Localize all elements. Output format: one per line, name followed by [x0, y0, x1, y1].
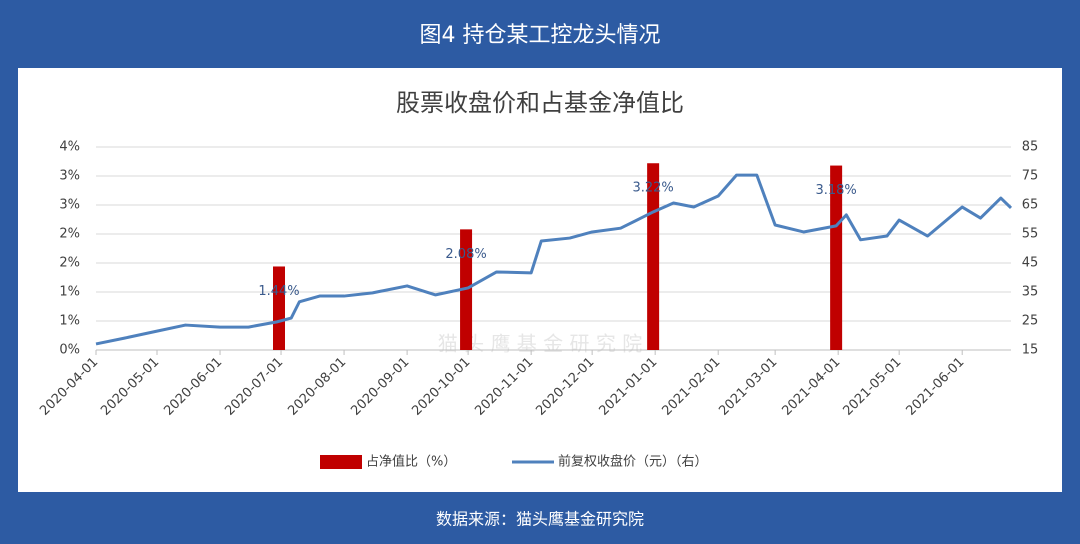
data-label: 3.18% — [815, 183, 856, 198]
y2-tick-label: 75 — [1022, 169, 1039, 184]
legend-label: 前复权收盘价（元）（右） — [558, 454, 708, 470]
y2-tick-label: 15 — [1022, 343, 1039, 358]
y2-tick-label: 55 — [1022, 227, 1039, 242]
data-label: 1.44% — [258, 284, 299, 299]
y2-tick-label: 45 — [1022, 256, 1039, 271]
header: 图4 持仓某工控龙头情况 — [420, 23, 661, 48]
y2-tick-label: 85 — [1022, 140, 1039, 155]
legend-label: 占净值比（%） — [366, 454, 456, 470]
y-tick-label: 3% — [59, 169, 80, 184]
legend-swatch — [320, 455, 362, 469]
y-tick-label: 1% — [59, 285, 80, 300]
data-label: 3.22% — [632, 181, 673, 196]
y-tick-label: 0% — [59, 343, 80, 358]
footer: 数据来源：猫头鹰基金研究院 — [436, 510, 644, 529]
y-tick-label: 3% — [59, 198, 80, 213]
y-tick-label: 2% — [59, 227, 80, 242]
card — [18, 68, 1062, 492]
y-tick-label: 2% — [59, 256, 80, 271]
y2-tick-label: 25 — [1022, 314, 1039, 329]
y-tick-label: 4% — [59, 140, 80, 155]
y2-tick-label: 65 — [1022, 198, 1039, 213]
price-line — [95, 173, 1013, 346]
y2-tick-label: 35 — [1022, 285, 1039, 300]
bar — [830, 165, 843, 350]
y-tick-label: 1% — [59, 314, 80, 329]
bar — [273, 266, 285, 350]
chart-title: 股票收盘价和占基金净值比 — [396, 89, 684, 117]
data-label: 2.08% — [445, 247, 486, 262]
